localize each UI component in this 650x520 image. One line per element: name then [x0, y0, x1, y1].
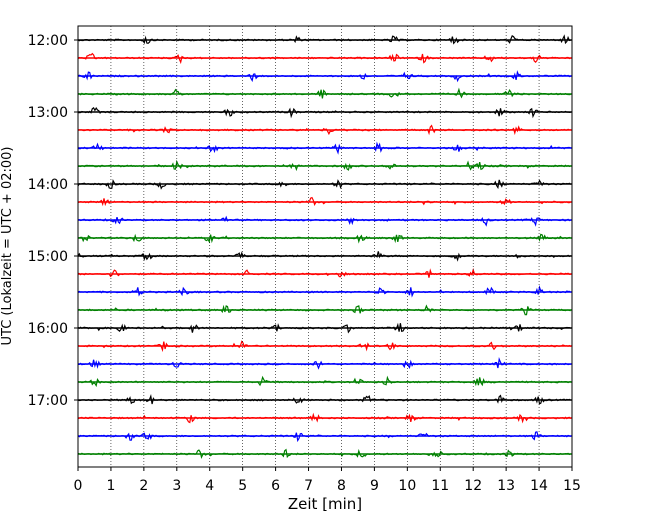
trace-line [77, 196, 571, 207]
y-tick-label: 15:00 [28, 249, 68, 265]
x-tick-label: 8 [337, 478, 346, 494]
x-tick-label: 12 [464, 478, 482, 494]
x-tick-label: 11 [431, 478, 449, 494]
plot-frame [77, 25, 573, 468]
y-tick-label: 13:00 [28, 105, 68, 121]
x-tick-label: 3 [172, 478, 181, 494]
x-axis: 0 1 2 3 4 5 6 7 8 9 10 11 12 13 14 15 [74, 467, 581, 494]
x-tick-label: 2 [139, 478, 148, 494]
x-axis-label: Zeit [min] [288, 495, 362, 513]
x-tick-label: 7 [304, 478, 313, 494]
y-tick-label: 14:00 [28, 177, 68, 193]
x-tick-label: 9 [370, 478, 379, 494]
y-tick-label: 16:00 [28, 321, 68, 337]
x-tick-label: 10 [398, 478, 416, 494]
x-tick-label: 0 [74, 478, 83, 494]
x-tick-label: 4 [205, 478, 214, 494]
x-tick-label: 15 [563, 478, 581, 494]
trace-layer [77, 34, 572, 459]
y-tick-label: 17:00 [28, 393, 68, 409]
x-tick-label: 6 [271, 478, 280, 494]
x-tick-label: 1 [106, 478, 115, 494]
x-tick-label: 5 [238, 478, 247, 494]
trace-line [77, 215, 571, 227]
x-tick-label: 14 [530, 478, 548, 494]
y-axis-label: UTC (Lokalzeit = UTC + 02:00) [0, 147, 15, 346]
y-axis: 12:00 13:00 14:00 15:00 16:00 17:00 [28, 33, 78, 409]
y-tick-label: 12:00 [28, 33, 68, 49]
x-tick-label: 13 [497, 478, 515, 494]
